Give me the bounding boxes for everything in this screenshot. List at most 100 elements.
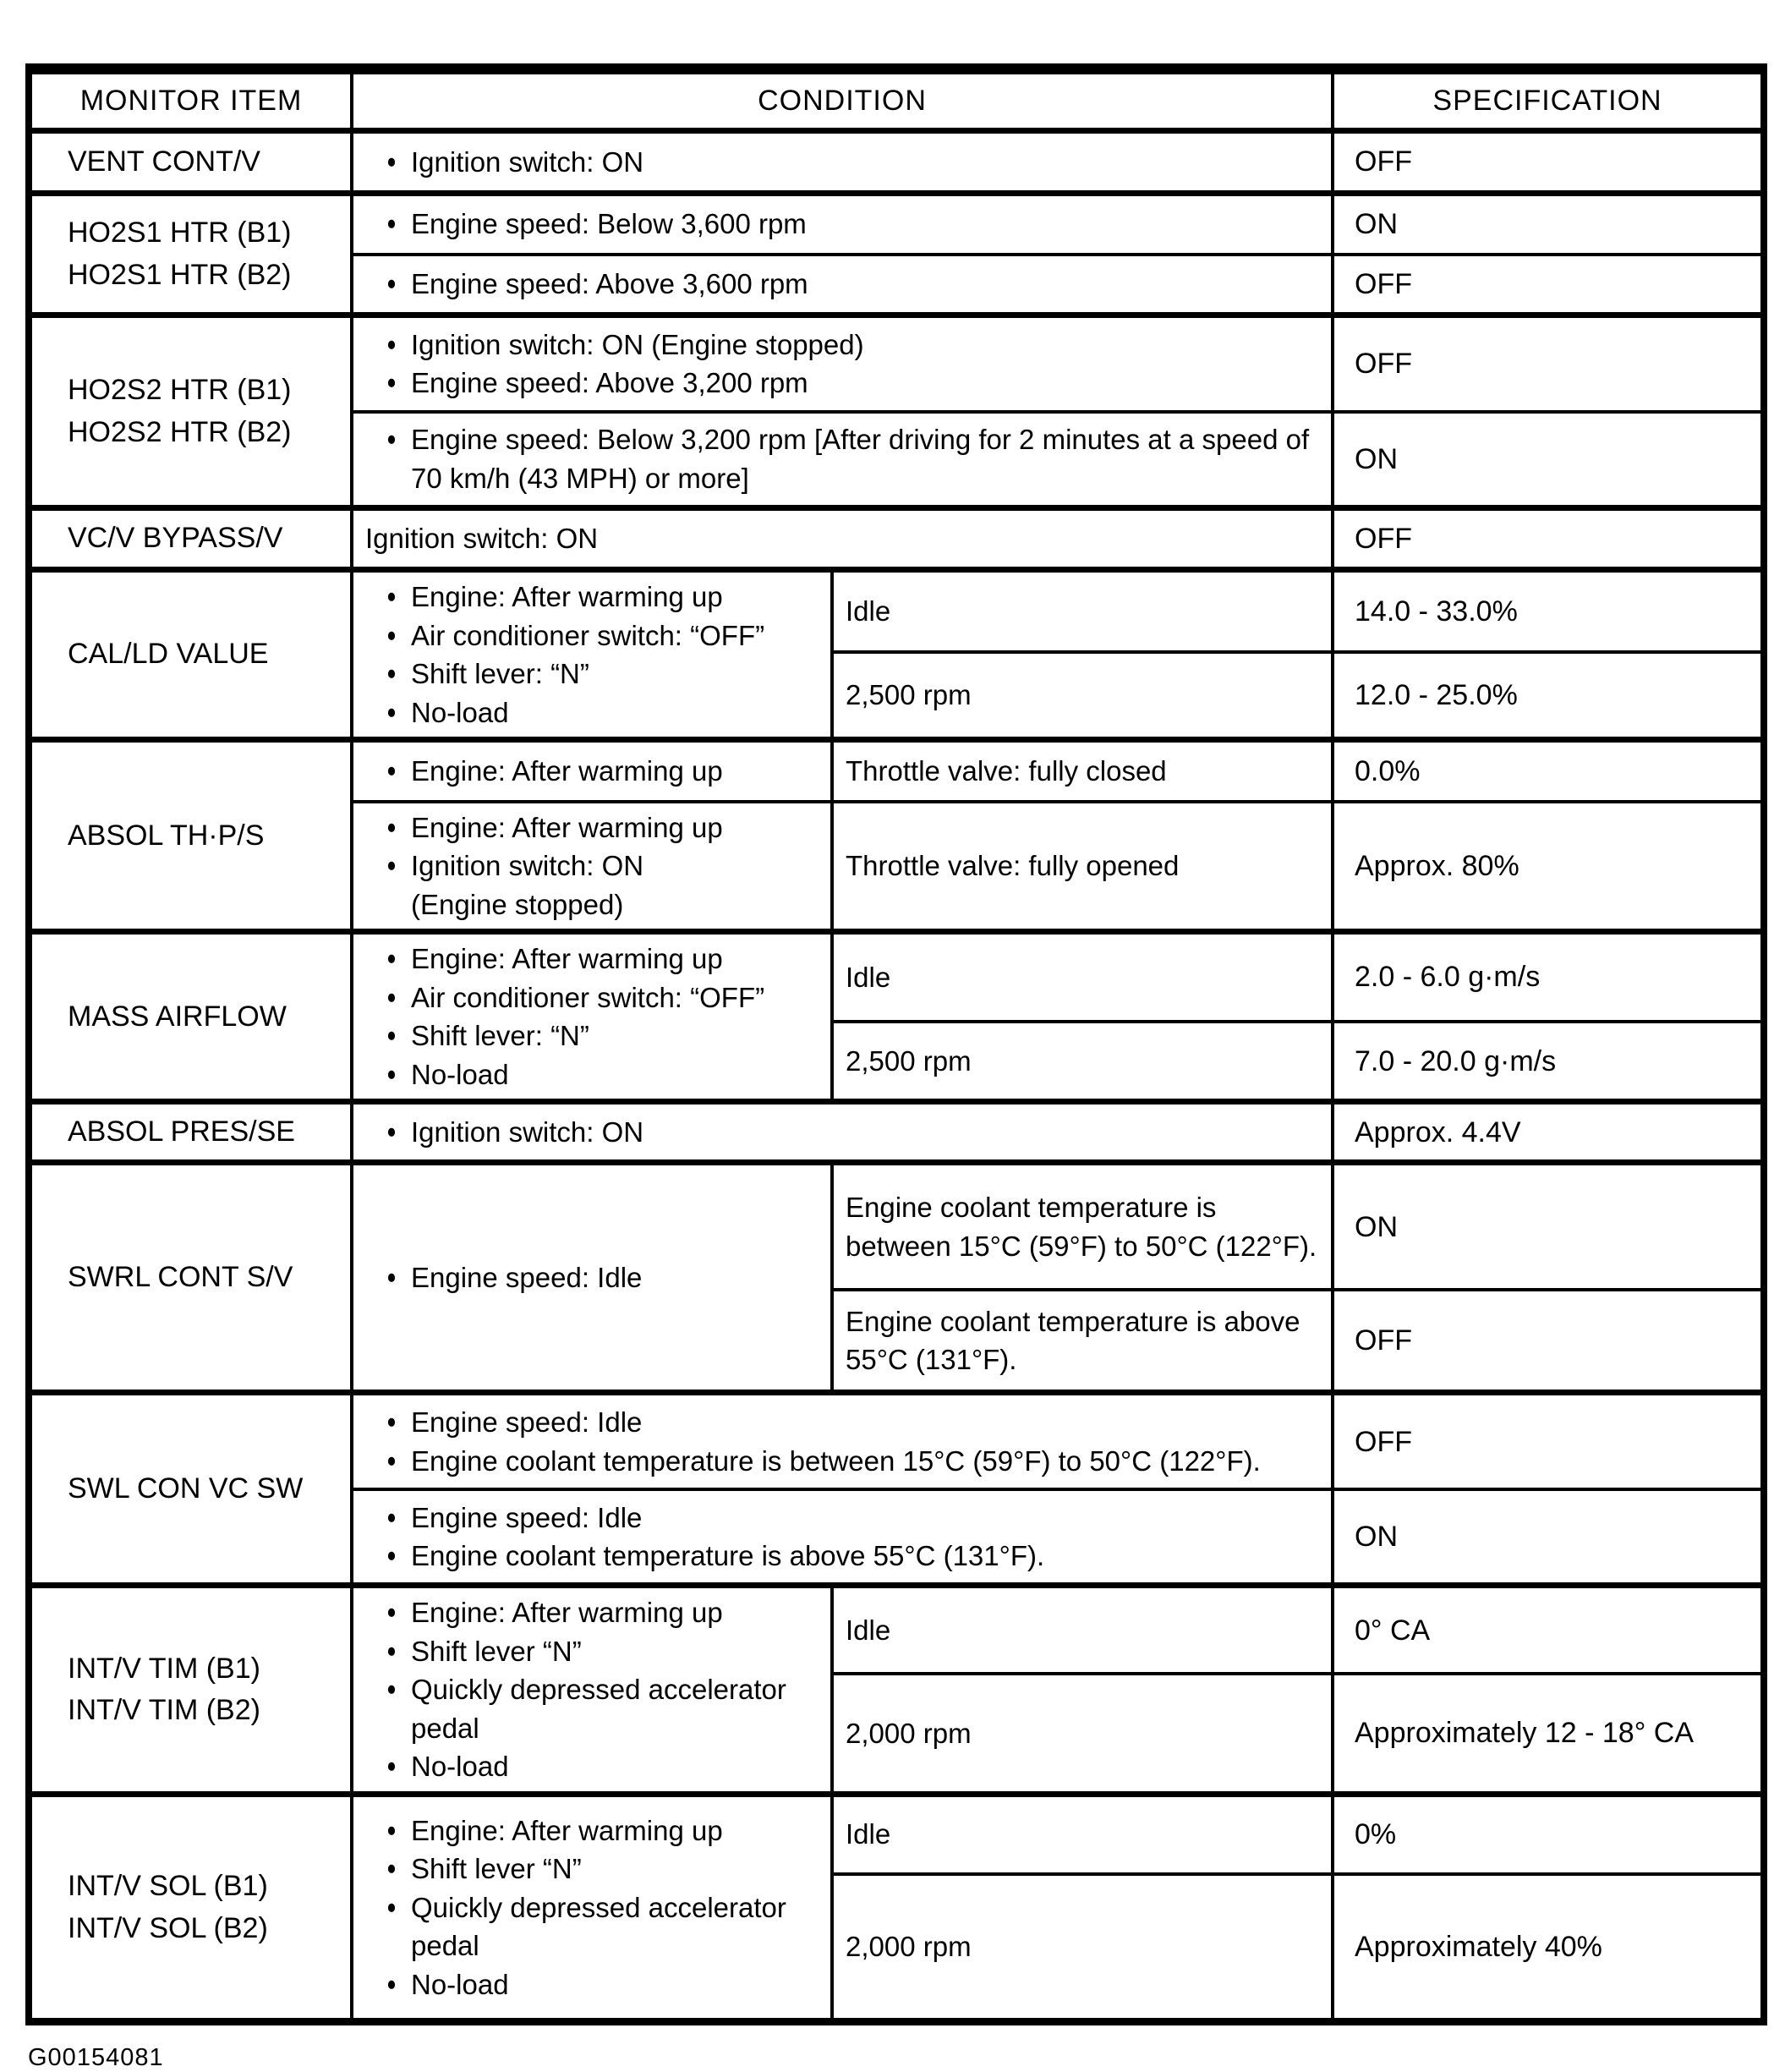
condition-line: ● Engine: After warming up: [372, 809, 820, 847]
table-row: ● Engine speed: Below 3,200 rpm [After d…: [29, 409, 1766, 510]
bullet-icon: ●: [386, 585, 397, 608]
condition-text: Shift lever “N”: [411, 1853, 582, 1885]
table-row: CAL/LD VALUE ● Engine: After warming up …: [27, 566, 1766, 742]
condition-text: Ignition switch: ON: [365, 523, 599, 555]
table-row: 2,000 rpm Approximately 12 - 18° CA: [29, 1671, 1766, 1796]
condition-text: Ignition switch: ON: [411, 1116, 644, 1148]
condition-text: No-load: [411, 696, 509, 728]
bullet-icon: ●: [386, 1121, 397, 1143]
condition-line: ● No-load: [372, 1055, 820, 1094]
condition-line: ● Shift lever “N”: [372, 1632, 820, 1671]
spec-cell: 0%: [1331, 1791, 1766, 1876]
bullet-icon: ●: [386, 1266, 397, 1289]
monitor-item-cell: VC/V BYPASS/V: [27, 505, 353, 572]
sub-condition-cell: 2,000 rpm: [830, 1872, 1334, 2024]
bullet-icon: ●: [386, 816, 397, 839]
spec-cell: 12.0 - 25.0%: [1331, 650, 1766, 742]
table-row: INT/V SOL (B1) INT/V SOL (B2) ● Engine: …: [27, 1791, 1766, 2024]
spec-cell: 0.0%: [1331, 737, 1766, 803]
spec-cell: OFF: [1331, 505, 1766, 572]
bullet-icon: ●: [386, 947, 397, 970]
table-row: ABSOL TH·P/S ● Engine: After warming up …: [27, 737, 1766, 934]
condition-line: ● Shift lever “N”: [372, 1850, 820, 1888]
condition-text: Engine speed: Idle: [411, 1406, 643, 1439]
condition-line: ● Engine speed: Below 3,600 rpm: [372, 205, 1321, 244]
table-row: SWRL CONT S/V ● Engine speed: Idle Engin…: [27, 1159, 1766, 1395]
bullet-icon: ●: [386, 1024, 397, 1047]
bullet-icon: ●: [386, 428, 397, 451]
bullet-icon: ●: [386, 1678, 397, 1702]
condition-line: ● Engine speed: Above 3,200 rpm: [372, 364, 1321, 403]
spec-cell: ON: [1331, 409, 1766, 510]
table-row: HO2S1 HTR (B1) HO2S1 HTR (B2) ● Engine s…: [27, 190, 1766, 317]
monitor-item-label: INT/V TIM (B1): [68, 1652, 260, 1685]
spec-cell: OFF: [1331, 252, 1766, 317]
condition-line: ● Quickly depressed accelerator pedal: [372, 1670, 820, 1747]
bullet-icon: ●: [386, 1896, 397, 1919]
condition-cell: ● Engine speed: Below 3,600 rpm: [350, 190, 1334, 256]
sub-condition-cell: Idle: [830, 1582, 1334, 1675]
condition-line: ● Engine: After warming up: [372, 1593, 820, 1632]
condition-text: Engine: After warming up: [411, 1597, 723, 1629]
header-specification: SPECIFICATION: [1331, 67, 1766, 133]
monitor-item-label: CAL/LD VALUE: [68, 638, 269, 671]
condition-line: ● Ignition switch: ON: [372, 143, 1321, 182]
monitor-item-cell: ABSOL TH·P/S: [27, 737, 353, 934]
monitor-item-cell: SWL CON VC SW: [27, 1390, 353, 1587]
condition-cell: ● Engine speed: Idle ● Engine coolant te…: [350, 1390, 1334, 1491]
condition-line: ● Quickly depressed accelerator pedal: [372, 1888, 820, 1965]
condition-text: Engine: After warming up: [411, 755, 723, 787]
monitor-item-label: HO2S2 HTR (B2): [68, 415, 292, 448]
bullet-icon: ●: [386, 986, 397, 1009]
bullet-icon: ●: [386, 1755, 397, 1779]
monitor-item-label: HO2S1 HTR (B1): [68, 217, 292, 249]
condition-cell: ● Engine speed: Above 3,600 rpm: [350, 252, 1334, 317]
condition-text: Engine speed: Above 3,200 rpm: [411, 367, 808, 399]
bullet-icon: ●: [386, 212, 397, 236]
bullet-icon: ●: [386, 1640, 397, 1663]
monitor-item-cell: SWRL CONT S/V: [27, 1159, 353, 1395]
condition-line: ● Shift lever: “N”: [372, 1017, 820, 1055]
condition-cell: ● Engine: After warming up ● Shift lever…: [350, 1582, 834, 1796]
bullet-icon: ●: [386, 272, 397, 295]
condition-text: Engine speed: Above 3,600 rpm: [411, 267, 808, 299]
monitor-item-cell: ABSOL PRES/SE: [27, 1099, 353, 1165]
table-row: 2,500 rpm 7.0 - 20.0 g·m/s: [29, 1019, 1766, 1104]
monitor-item-cell: HO2S1 HTR (B1) HO2S1 HTR (B2): [27, 190, 353, 317]
table-row: Engine coolant temperature is above 55°C…: [29, 1287, 1766, 1395]
table-row: 2,500 rpm 12.0 - 25.0%: [29, 650, 1766, 742]
condition-line: ● Engine: After warming up: [372, 752, 820, 791]
condition-text: Engine: After warming up: [411, 811, 723, 843]
spec-cell: 14.0 - 33.0%: [1331, 566, 1766, 654]
bullet-icon: ●: [386, 854, 397, 877]
monitor-item-label: ABSOL TH·P/S: [68, 819, 265, 852]
condition-text: Quickly depressed accelerator pedal: [411, 1674, 786, 1744]
condition-text: Engine speed: Below 3,200 rpm [After dri…: [411, 424, 1310, 494]
monitor-spec-table: MONITOR ITEM CONDITION SPECIFICATION VEN…: [25, 63, 1767, 2025]
condition-cell: ● Ignition switch: ON (Engine stopped) ●…: [350, 312, 1334, 414]
condition-text: Engine coolant temperature is between 15…: [411, 1444, 1261, 1477]
spec-cell: OFF: [1331, 312, 1766, 414]
condition-line: ● No-load: [372, 1965, 820, 2004]
condition-line: ● Air conditioner switch: “OFF”: [372, 978, 820, 1017]
condition-cell: ● Engine: After warming up ● Ignition sw…: [350, 799, 834, 934]
spec-cell: 2.0 - 6.0 g·m/s: [1331, 929, 1766, 1023]
condition-text: Shift lever: “N”: [411, 658, 589, 690]
monitor-item-label: HO2S2 HTR (B1): [68, 374, 292, 407]
condition-cell: ● Engine speed: Below 3,200 rpm [After d…: [350, 409, 1334, 510]
spec-cell: Approx. 4.4V: [1331, 1099, 1766, 1165]
table-row: ● Engine speed: Idle ● Engine coolant te…: [29, 1487, 1766, 1587]
condition-line: ● Engine speed: Idle: [372, 1403, 1321, 1442]
bullet-icon: ●: [386, 1973, 397, 1996]
bullet-icon: ●: [386, 371, 397, 394]
spec-cell: Approximately 12 - 18° CA: [1331, 1671, 1766, 1796]
condition-cell: ● Engine: After warming up ● Shift lever…: [350, 1791, 834, 2024]
condition-line: ● Engine: After warming up: [372, 1812, 820, 1850]
condition-text: Shift lever “N”: [411, 1635, 582, 1667]
monitor-item-cell: HO2S2 HTR (B1) HO2S2 HTR (B2): [27, 312, 353, 510]
condition-cell: ● Engine speed: Idle: [350, 1159, 834, 1395]
condition-text: Ignition switch: ON: [411, 850, 644, 882]
bullet-icon: ●: [386, 1449, 397, 1472]
monitor-item-cell: INT/V TIM (B1) INT/V TIM (B2): [27, 1582, 353, 1796]
